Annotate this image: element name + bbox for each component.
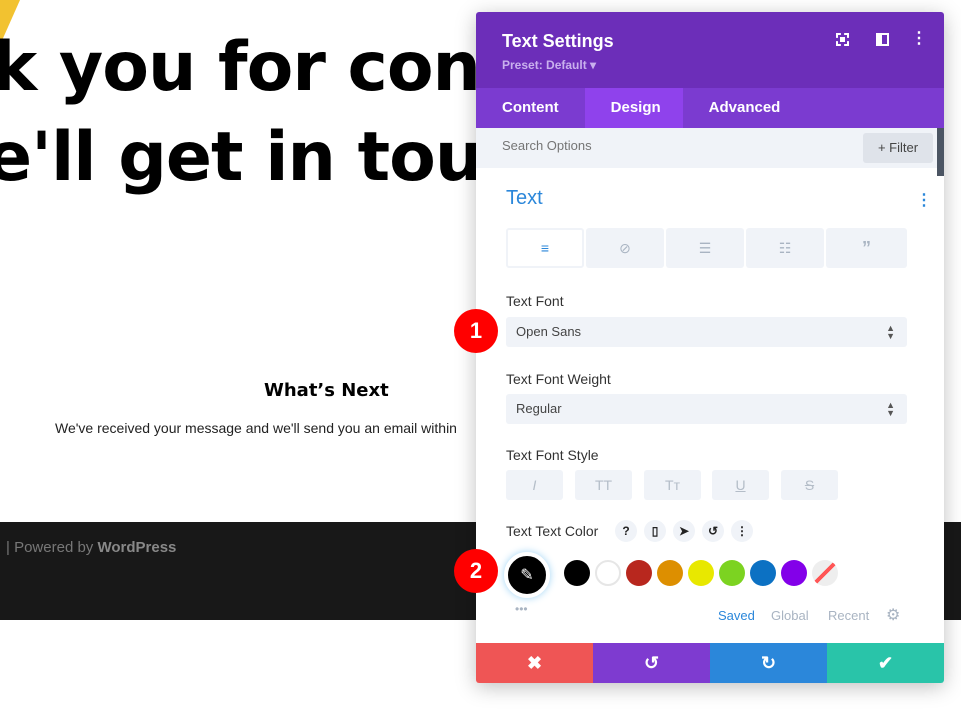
swatch-orange[interactable] [657, 560, 683, 586]
check-icon: ✔ [877, 652, 894, 673]
font-weight-select[interactable]: Regular ▲ ▼ [506, 394, 907, 424]
more-colors-icon[interactable]: ••• [515, 602, 528, 616]
palette-settings-gear-icon[interactable]: ⚙ [886, 607, 901, 624]
decorative-triangle [0, 0, 20, 45]
swatch-blue[interactable] [750, 560, 776, 586]
unordered-list-icon[interactable]: ☰ [666, 228, 744, 268]
tab-content[interactable]: Content [502, 99, 559, 116]
cancel-button[interactable]: ✖ [476, 643, 593, 683]
undo-icon: ↺ [643, 652, 660, 673]
body-text: We've received your message and we'll se… [55, 420, 457, 436]
fullscreen-icon[interactable] [836, 33, 849, 46]
swatch-green[interactable] [719, 560, 745, 586]
swatch-black[interactable] [564, 560, 590, 586]
text-color-label: Text Text Color [506, 523, 599, 539]
italic-button[interactable]: I [506, 470, 563, 500]
search-input[interactable] [502, 138, 802, 153]
text-font-value: Open Sans [516, 324, 582, 339]
headline-line-2: e'll get in touc [0, 118, 523, 197]
ordered-list-icon[interactable]: ☷ [746, 228, 824, 268]
eyedropper-icon[interactable]: ✎ [504, 552, 550, 598]
reset-icon[interactable]: ↺ [702, 520, 724, 542]
section-more-icon[interactable]: ⋮ [916, 192, 932, 209]
text-align-icon[interactable]: ≡ [506, 228, 584, 268]
annotation-badge-2: 2 [454, 549, 498, 593]
panel-header: Text Settings Preset: Default ▾ ⋮ [476, 12, 944, 88]
scrollbar[interactable] [937, 128, 944, 176]
text-section-title[interactable]: Text [506, 187, 543, 209]
more-options-icon[interactable]: ⋮ [911, 30, 927, 47]
help-icon[interactable]: ? [615, 520, 637, 542]
text-font-label: Text Font [506, 293, 564, 309]
responsive-icon[interactable]: ▯ [644, 520, 666, 542]
section-title: What’s Next [264, 380, 389, 401]
capitalize-button[interactable]: Tт [644, 470, 701, 500]
undo-button[interactable]: ↺ [593, 643, 710, 683]
swatch-white[interactable] [595, 560, 621, 586]
footer-wordpress-link[interactable]: WordPress [97, 539, 177, 556]
filter-button[interactable]: + Filter [863, 133, 933, 163]
tab-design[interactable]: Design [584, 88, 683, 128]
swatch-purple[interactable] [781, 560, 807, 586]
palette-tab-recent[interactable]: Recent [828, 608, 870, 623]
footer-powered: Powered by [14, 539, 94, 556]
select-arrows-icon: ▲ ▼ [886, 400, 895, 418]
font-weight-value: Regular [516, 401, 562, 416]
swatch-yellow[interactable] [688, 560, 714, 586]
link-icon[interactable]: ⊘ [586, 228, 664, 268]
text-font-select[interactable]: Open Sans ▲ ▼ [506, 317, 907, 347]
panel-tabs: Content Design Advanced [476, 88, 944, 128]
quote-icon[interactable]: ” [826, 228, 907, 268]
tab-advanced[interactable]: Advanced [708, 99, 781, 116]
panel-title: Text Settings [502, 31, 614, 51]
hover-cursor-icon[interactable]: ➤ [673, 520, 695, 542]
strikethrough-button[interactable]: S [781, 470, 838, 500]
split-view-icon[interactable] [876, 33, 889, 46]
text-settings-panel: Text Settings Preset: Default ▾ ⋮ Conten… [476, 12, 944, 683]
headline-line-1: k you for cont [0, 28, 512, 107]
font-style-label: Text Font Style [506, 447, 599, 463]
redo-icon: ↻ [760, 652, 777, 673]
close-icon: ✖ [526, 652, 543, 673]
preset-dropdown[interactable]: Preset: Default ▾ [502, 58, 597, 72]
color-more-icon[interactable]: ⋮ [731, 520, 753, 542]
font-weight-label: Text Font Weight [506, 371, 611, 387]
annotation-badge-1: 1 [454, 309, 498, 353]
footer-separator: | [6, 539, 10, 556]
palette-tab-saved[interactable]: Saved [718, 608, 755, 623]
swatch-transparent[interactable] [812, 560, 838, 586]
underline-button[interactable]: U [712, 470, 769, 500]
redo-button[interactable]: ↻ [710, 643, 827, 683]
search-bar: + Filter [476, 128, 944, 176]
palette-tab-global[interactable]: Global [771, 608, 809, 623]
swatch-red[interactable] [626, 560, 652, 586]
select-arrows-icon: ▲ ▼ [886, 323, 895, 341]
uppercase-button[interactable]: TT [575, 470, 632, 500]
save-button[interactable]: ✔ [827, 643, 944, 683]
